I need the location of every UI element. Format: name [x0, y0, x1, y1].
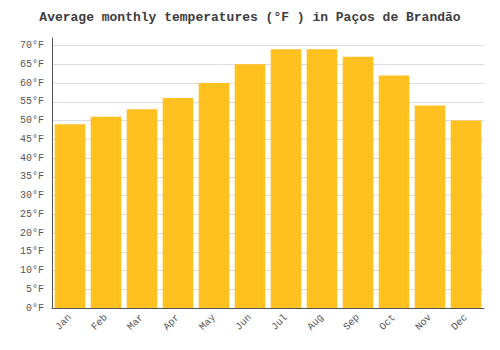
- svg-text:65°F: 65°F: [20, 59, 44, 70]
- svg-text:10°F: 10°F: [20, 265, 44, 276]
- svg-text:Oct: Oct: [377, 312, 397, 332]
- svg-text:25°F: 25°F: [20, 209, 44, 220]
- svg-text:Jan: Jan: [53, 312, 73, 332]
- svg-text:Apr: Apr: [161, 312, 181, 332]
- svg-text:40°F: 40°F: [20, 153, 44, 164]
- svg-text:Nov: Nov: [413, 312, 433, 332]
- svg-text:Dec: Dec: [449, 312, 469, 332]
- svg-text:60°F: 60°F: [20, 78, 44, 89]
- svg-text:Feb: Feb: [89, 312, 109, 332]
- svg-text:5°F: 5°F: [26, 284, 44, 295]
- svg-text:Average monthly temperatures (: Average monthly temperatures (°F ) in Pa…: [39, 10, 460, 25]
- svg-text:15°F: 15°F: [20, 246, 44, 257]
- svg-text:30°F: 30°F: [20, 190, 44, 201]
- svg-text:35°F: 35°F: [20, 171, 44, 182]
- svg-text:45°F: 45°F: [20, 134, 44, 145]
- svg-text:Jul: Jul: [269, 312, 289, 332]
- svg-text:Aug: Aug: [305, 312, 325, 332]
- svg-text:Jun: Jun: [233, 312, 253, 332]
- svg-text:Mar: Mar: [125, 312, 145, 332]
- svg-text:Sep: Sep: [341, 312, 361, 332]
- svg-text:20°F: 20°F: [20, 228, 44, 239]
- svg-text:0°F: 0°F: [26, 303, 44, 314]
- svg-text:May: May: [197, 312, 217, 332]
- svg-text:50°F: 50°F: [20, 115, 44, 126]
- svg-text:55°F: 55°F: [20, 96, 44, 107]
- svg-text:70°F: 70°F: [20, 40, 44, 51]
